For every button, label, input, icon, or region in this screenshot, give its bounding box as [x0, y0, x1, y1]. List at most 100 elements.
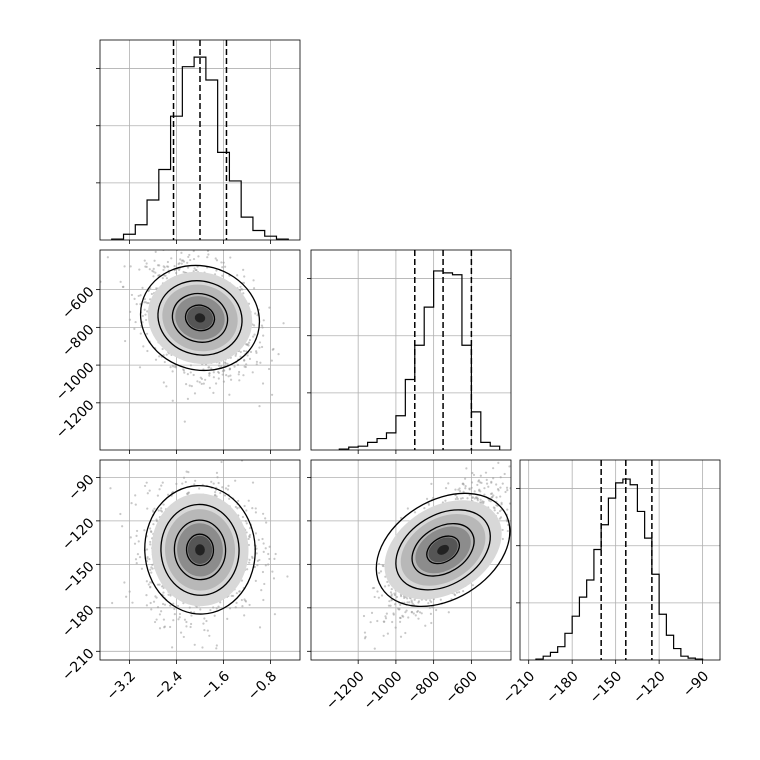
scatter-point [165, 277, 169, 280]
scatter-point [186, 397, 190, 400]
scatter-point [169, 366, 172, 369]
scatter-point [389, 604, 392, 607]
scatter-point [154, 271, 157, 274]
scatter-point [162, 268, 165, 272]
scatter-point [236, 507, 239, 510]
scatter-point [178, 616, 181, 619]
scatter-point [131, 601, 134, 604]
scatter-point [177, 268, 181, 272]
scatter-point [458, 591, 461, 594]
scatter-point [395, 595, 398, 599]
scatter-point [128, 590, 131, 593]
scatter-point [145, 265, 148, 269]
scatter-point [152, 275, 155, 278]
scatter-point [429, 612, 432, 615]
scatter-point [154, 250, 157, 253]
scatter-point [273, 557, 276, 560]
scatter-point [244, 519, 247, 523]
scatter-point [248, 357, 252, 360]
scatter-point [408, 601, 411, 604]
contour-line [160, 503, 240, 596]
scatter-point [181, 482, 184, 485]
scatter-point [477, 479, 481, 482]
scatter-point [184, 383, 188, 386]
scatter-point [150, 571, 153, 574]
scatter-point [157, 243, 159, 245]
scatter-point [177, 262, 180, 266]
scatter-point [263, 582, 266, 586]
contour-line [185, 533, 215, 567]
scatter-point [226, 617, 229, 620]
scatter-point [496, 487, 500, 491]
scatter-point [134, 320, 137, 324]
scatter-point [209, 434, 211, 436]
scatter-point [129, 536, 132, 539]
histogram-step [338, 270, 501, 450]
scatter-point [173, 264, 176, 268]
scatter-point [206, 250, 210, 252]
scatter-point [411, 602, 414, 605]
scatter-point [399, 635, 403, 638]
scatter-point [182, 260, 186, 263]
y-tick-label: −150 [59, 559, 98, 598]
scatter-point [238, 590, 241, 593]
scatter-point [142, 345, 145, 348]
scatter-point [158, 488, 161, 491]
scatter-point [119, 280, 122, 283]
scatter-point [158, 613, 162, 616]
scatter-point [207, 253, 210, 256]
scatter-point [196, 265, 199, 268]
scatter-point [143, 301, 146, 304]
scatter-point [245, 509, 248, 512]
scatter-point [234, 606, 237, 609]
scatter-point [242, 349, 246, 353]
scatter-point [444, 499, 447, 502]
scatter-point [133, 327, 136, 330]
scatter-point [479, 481, 482, 484]
scatter-point [499, 495, 502, 498]
scatter-point [197, 255, 200, 258]
scatter-point [271, 348, 274, 351]
scatter-point [138, 268, 141, 271]
scatter-point [242, 374, 245, 377]
scatter-point [413, 511, 417, 514]
scatter-point [180, 251, 183, 254]
scatter-point [189, 258, 192, 262]
scatter-point [169, 625, 172, 629]
scatter-point [243, 504, 246, 508]
scatter-point [214, 490, 217, 494]
y-tick-label: −800 [59, 322, 98, 361]
scatter-point [157, 509, 160, 512]
scatter-point [508, 502, 511, 505]
scatter-point [252, 287, 256, 290]
scatter-point [148, 268, 151, 271]
scatter-point [385, 612, 388, 615]
scatter-point [261, 537, 264, 541]
scatter-point [134, 503, 137, 506]
scatter-point [532, 517, 534, 519]
scatter-point [272, 577, 276, 580]
contour-line [144, 485, 256, 615]
scatter-point [203, 617, 206, 620]
scatter-point [246, 568, 249, 571]
scatter-point [390, 593, 393, 596]
scatter-point [406, 507, 409, 510]
scatter-point [234, 505, 237, 509]
scatter-point [215, 471, 219, 474]
scatter-point [185, 470, 188, 473]
scatter-point [462, 483, 465, 486]
scatter-point [214, 493, 217, 496]
scatter-point [242, 281, 246, 284]
scatter-point [264, 564, 267, 567]
scatter-point [220, 261, 223, 264]
scatter-point [526, 468, 528, 470]
scatter-point [188, 253, 191, 257]
scatter-point [188, 384, 191, 387]
scatter-point [427, 503, 431, 506]
scatter-point [123, 265, 126, 268]
scatter-point [165, 265, 169, 268]
scatter-point [223, 494, 227, 497]
scatter-point [141, 321, 144, 324]
scatter-point [406, 597, 409, 600]
scatter-point [428, 606, 431, 609]
